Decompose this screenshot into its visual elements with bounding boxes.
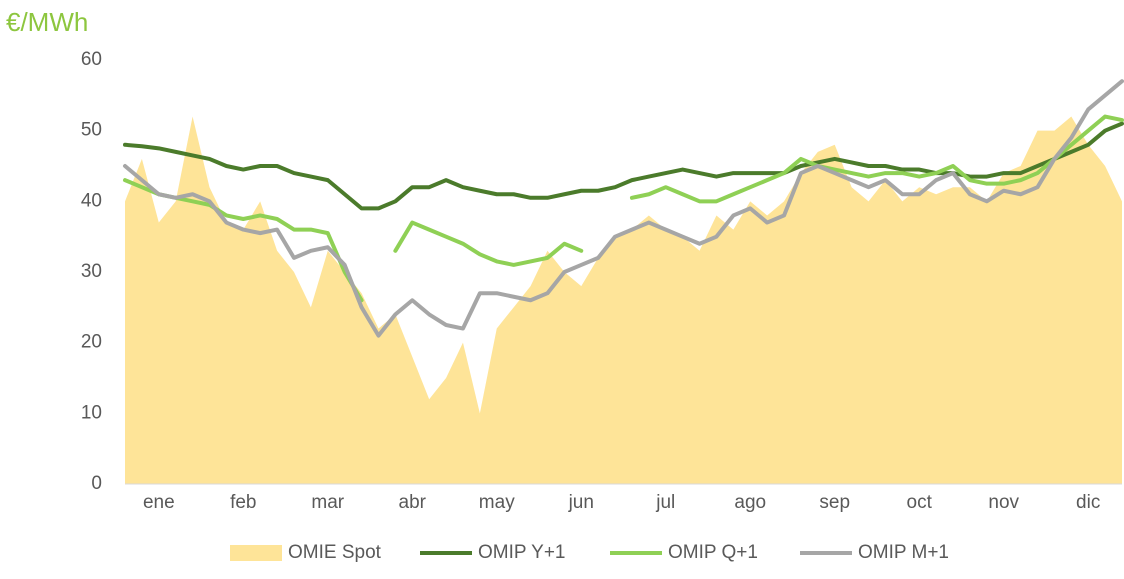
y-tick-label: 20 (81, 332, 102, 353)
y-tick-label: 40 (81, 190, 102, 211)
x-tick-label: feb (230, 492, 256, 513)
x-tick-label: dic (1076, 492, 1100, 513)
line (123, 79, 1124, 338)
line (393, 220, 584, 267)
legend-label: OMIE Spot (288, 542, 382, 563)
x-tick-label: oct (907, 492, 933, 513)
legend-swatch (230, 545, 282, 561)
y-unit-title: €/MWh (6, 7, 88, 37)
y-tick-label: 60 (81, 49, 102, 70)
x-tick-label: nov (988, 492, 1019, 513)
line (629, 114, 1124, 204)
x-tick-label: jun (568, 492, 594, 513)
legend-label: OMIP Q+1 (668, 542, 758, 563)
y-tick-label: 0 (91, 473, 102, 494)
legend-label: OMIP M+1 (858, 542, 949, 563)
y-tick-label: 50 (81, 120, 102, 141)
x-tick-label: may (479, 492, 515, 513)
area (125, 116, 1122, 485)
x-tick-label: ene (143, 492, 175, 513)
legend-label: OMIP Y+1 (478, 542, 566, 563)
x-tick-label: jul (655, 492, 675, 513)
y-tick-label: 30 (81, 261, 102, 282)
x-tick-label: sep (819, 492, 850, 513)
x-tick-label: abr (399, 492, 427, 513)
x-tick-label: mar (311, 492, 344, 513)
y-tick-label: 10 (81, 402, 102, 423)
x-tick-label: ago (734, 492, 766, 513)
